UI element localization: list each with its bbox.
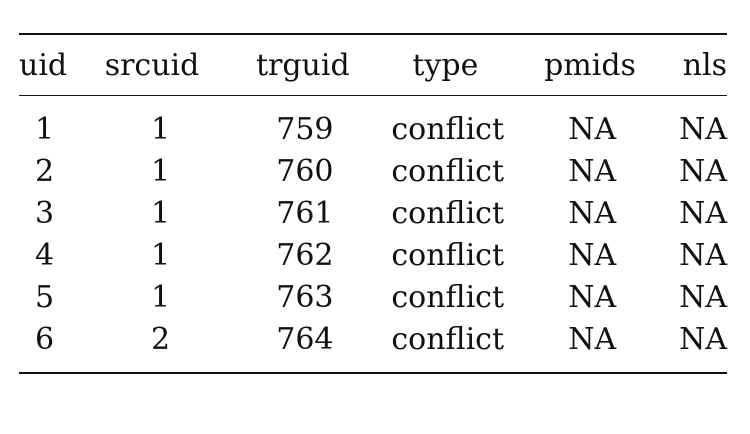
cell-pmids: NA bbox=[568, 111, 617, 147]
cell-nls: NA bbox=[679, 153, 727, 189]
cell-pmids: NA bbox=[568, 321, 617, 357]
header-uid: uid bbox=[19, 47, 68, 83]
cell-srcuid: 1 bbox=[150, 153, 171, 189]
cell-srcuid: 1 bbox=[150, 279, 171, 315]
table-row: 6 2 764 conflict NA NA bbox=[19, 318, 727, 360]
cell-trguid: 763 bbox=[276, 279, 334, 315]
cell-nls: NA bbox=[679, 279, 727, 315]
cell-uid: 6 bbox=[35, 321, 55, 357]
cell-pmids: NA bbox=[568, 237, 617, 273]
cell-pmids: NA bbox=[568, 279, 617, 315]
cell-uid: 3 bbox=[35, 195, 55, 231]
data-table-container: uid srcuid trguid type pmids nls 1 1 759… bbox=[19, 33, 727, 374]
header-row: uid srcuid trguid type pmids nls bbox=[19, 35, 727, 95]
cell-type: conflict bbox=[391, 237, 505, 273]
data-table-body: 1 1 759 conflict NA NA 2 1 760 conflict … bbox=[19, 96, 727, 360]
cell-trguid: 760 bbox=[276, 153, 334, 189]
table-row: 2 1 760 conflict NA NA bbox=[19, 150, 727, 192]
cell-type: conflict bbox=[391, 111, 505, 147]
table-row: 4 1 762 conflict NA NA bbox=[19, 234, 727, 276]
header-nls: nls bbox=[682, 47, 727, 83]
cell-uid: 2 bbox=[35, 153, 55, 189]
table-row: 5 1 763 conflict NA NA bbox=[19, 276, 727, 318]
cell-trguid: 764 bbox=[276, 321, 334, 357]
cell-pmids: NA bbox=[568, 153, 617, 189]
data-table: uid srcuid trguid type pmids nls bbox=[19, 35, 727, 95]
header-type: type bbox=[412, 47, 479, 83]
header-trguid: trguid bbox=[255, 47, 350, 83]
cell-trguid: 762 bbox=[276, 237, 334, 273]
cell-nls: NA bbox=[679, 237, 727, 273]
cell-srcuid: 1 bbox=[150, 237, 171, 273]
header-pmids: pmids bbox=[544, 47, 636, 83]
cell-srcuid: 1 bbox=[150, 111, 171, 147]
cell-uid: 5 bbox=[35, 279, 55, 315]
cell-uid: 4 bbox=[35, 237, 55, 273]
cell-type: conflict bbox=[391, 153, 505, 189]
cell-trguid: 759 bbox=[276, 111, 334, 147]
bottom-rule bbox=[19, 372, 727, 374]
cell-srcuid: 2 bbox=[150, 321, 171, 357]
cell-type: conflict bbox=[391, 195, 505, 231]
cell-srcuid: 1 bbox=[150, 195, 171, 231]
cell-type: conflict bbox=[391, 279, 505, 315]
cell-type: conflict bbox=[391, 321, 505, 357]
cell-nls: NA bbox=[679, 321, 727, 357]
cell-nls: NA bbox=[679, 195, 727, 231]
cell-pmids: NA bbox=[568, 195, 617, 231]
cell-uid: 1 bbox=[35, 111, 55, 147]
cell-nls: NA bbox=[679, 111, 727, 147]
top-rule bbox=[19, 33, 727, 35]
table-row: 1 1 759 conflict NA NA bbox=[19, 96, 727, 150]
header-srcuid: srcuid bbox=[104, 47, 200, 83]
header-rule bbox=[19, 95, 727, 96]
table-row: 3 1 761 conflict NA NA bbox=[19, 192, 727, 234]
cell-trguid: 761 bbox=[276, 195, 334, 231]
